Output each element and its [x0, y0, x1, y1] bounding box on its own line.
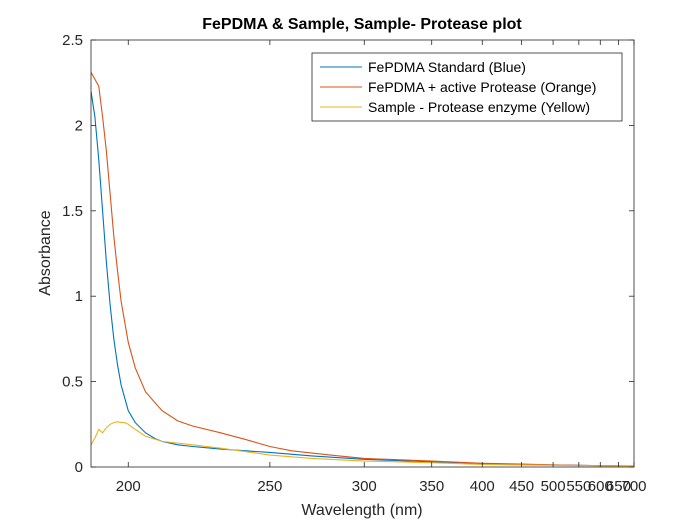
x-tick-label: 600 [588, 478, 613, 495]
x-axis-label: Wavelength (nm) [301, 502, 422, 519]
legend-entry-3: Sample - Protease enzyme (Yellow) [368, 99, 590, 115]
y-tick-label: 0 [75, 459, 83, 476]
y-tick-label: 1 [75, 288, 83, 305]
y-axis-label: Absorbance [37, 210, 54, 295]
legend-box [311, 52, 623, 122]
x-tick-label: 250 [257, 478, 282, 495]
legend: FePDMA Standard (Blue) FePDMA + active Pr… [311, 52, 623, 122]
y-tick-label: 0.5 [62, 374, 83, 391]
x-tick-label: 550 [566, 478, 591, 495]
y-tick-label: 1.5 [62, 203, 83, 220]
x-tick-label: 450 [509, 478, 534, 495]
legend-entry-2: FePDMA + active Protease (Orange) [368, 79, 596, 95]
x-tick-label: 500 [541, 478, 566, 495]
x-tick-label: 350 [419, 478, 444, 495]
x-tick-label: 300 [352, 478, 377, 495]
series-line-2 [91, 72, 634, 467]
y-tick-label: 2 [75, 117, 83, 134]
x-tick-label: 700 [621, 478, 646, 495]
axes-box [90, 39, 635, 468]
y-tick-label: 2.5 [62, 32, 83, 49]
x-tick-label: 650 [606, 478, 631, 495]
x-tick-label: 400 [470, 478, 495, 495]
x-tick-label: 200 [116, 478, 141, 495]
chart-title: FePDMA & Sample, Sample- Protease plot [202, 16, 522, 33]
legend-entry-1: FePDMA Standard (Blue) [368, 59, 526, 75]
